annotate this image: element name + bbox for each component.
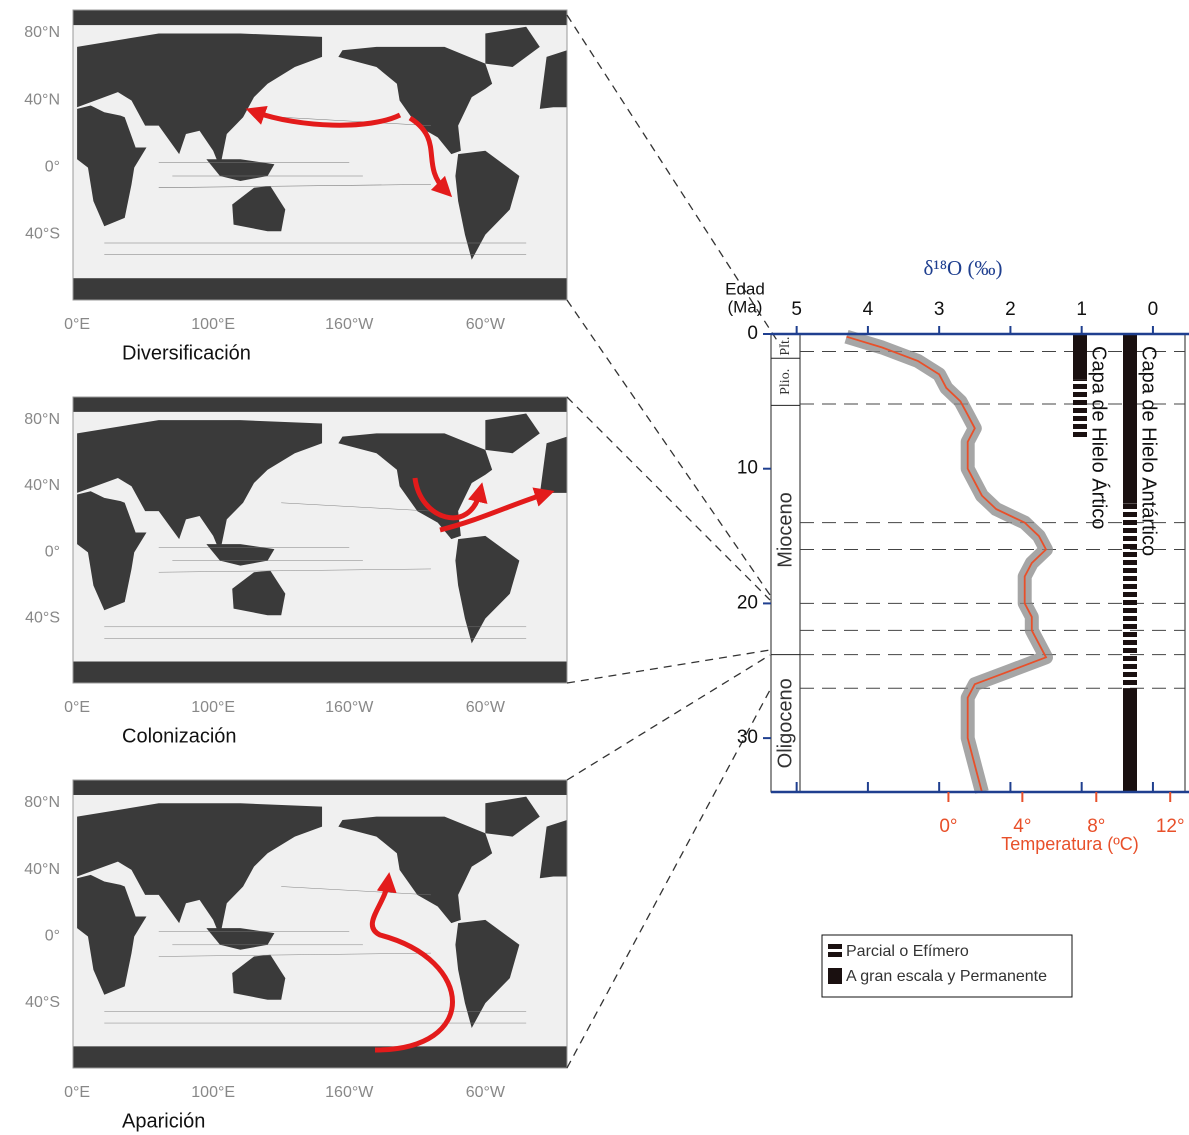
lat-label: 40°N [24, 477, 60, 494]
migration-arrows [245, 105, 555, 1053]
lat-label: 0° [45, 543, 60, 560]
lon-label: 100°E [191, 1084, 235, 1101]
x2-tick-label: 8° [1087, 816, 1105, 837]
arrow [245, 105, 402, 128]
y-tick-label: 30 [737, 727, 758, 748]
data-scatter-band [844, 329, 1053, 794]
map-frame [72, 779, 568, 1069]
lon-label: 160°W [325, 316, 374, 333]
arrow [412, 477, 488, 521]
arrow [370, 872, 455, 1053]
lon-label: 100°E [191, 699, 235, 716]
lon-label: 60°W [466, 316, 506, 333]
lat-label: 40°N [24, 91, 60, 108]
ice-label: Capa de Hielo Antártico [1138, 346, 1160, 556]
map-land [73, 780, 567, 1068]
map-caption: Colonización [122, 725, 237, 747]
epoch-label: Oligoceno [774, 678, 796, 768]
maps: 80°N 40°N 0° 40°S 0°E 100°E 160°W 60°W Diversifi… [24, 9, 568, 1132]
lat-label: 40°S [25, 226, 60, 243]
ice-permanent [1123, 334, 1137, 504]
map-caption: Diversificación [122, 342, 251, 364]
map-frame [72, 396, 568, 684]
lon-label: 60°W [466, 1084, 506, 1101]
map-land [73, 10, 567, 300]
lon-label: 100°E [191, 316, 235, 333]
x-tick-label: 2 [1005, 299, 1016, 320]
chart: Plt. Plio. Mioceno Oligoceno Capa de Hielo Á… [725, 256, 1189, 854]
legend: Parcial o Efímero A gran escala y Perman… [821, 934, 1073, 998]
data-line [846, 335, 1048, 793]
lat-label: 40°S [25, 610, 60, 627]
connectors [566, 14, 781, 1069]
ice-partial [1123, 503, 1137, 689]
x-axis-title: δ¹⁸O (‰) [924, 256, 1003, 280]
lat-label: 0° [45, 927, 60, 944]
epoch-label: Mioceno [774, 492, 796, 568]
x2-axis-title: Temperatura (ºC) [1001, 834, 1139, 854]
legend-box [821, 934, 1073, 998]
ice-label: Capa de Hielo Ártico [1088, 346, 1111, 529]
lat-label: 80°N [24, 411, 60, 428]
lat-label: 40°N [24, 861, 60, 878]
lat-label: 80°N [24, 794, 60, 811]
lon-label: 160°W [325, 699, 374, 716]
y-axis-unit: (Ma) [728, 297, 763, 316]
lon-label: 0°E [64, 316, 90, 333]
lat-label: 40°S [25, 994, 60, 1011]
ice-partial [1073, 379, 1087, 438]
x2-tick-label: 4° [1013, 816, 1031, 837]
ice-permanent [1123, 688, 1137, 792]
lon-label: 0°E [64, 699, 90, 716]
y-axis-title: Edad [725, 279, 765, 298]
epoch-label: Plio. [778, 369, 793, 395]
legend-swatch [828, 944, 842, 958]
legend-label: A gran escala y Permanente [846, 968, 1047, 985]
map-land [73, 397, 567, 683]
ice-permanent [1073, 334, 1087, 380]
x-tick-label: 5 [791, 299, 802, 320]
y-tick-label: 10 [737, 458, 758, 479]
x-tick-label: 1 [1076, 299, 1087, 320]
map: 80°N 40°N 0° 40°S 0°E 100°E 160°W 60°W Aparición [24, 779, 568, 1132]
lon-label: 0°E [64, 1084, 90, 1101]
lon-label: 160°W [325, 1084, 374, 1101]
y-tick-label: 0 [747, 323, 758, 344]
legend-swatch [828, 968, 842, 984]
x2-tick-label: 0° [939, 816, 957, 837]
lat-label: 80°N [24, 24, 60, 41]
map: 80°N 40°N 0° 40°S 0°E 100°E 160°W 60°W Diversifi… [24, 9, 568, 364]
map: 80°N 40°N 0° 40°S 0°E 100°E 160°W 60°W Colonizac… [24, 396, 568, 747]
lat-label: 0° [45, 159, 60, 176]
x-tick-label: 0 [1148, 299, 1159, 320]
plot-frame [770, 333, 1186, 793]
map-frame [72, 9, 568, 301]
map-caption: Aparición [122, 1110, 205, 1132]
x-tick-label: 4 [863, 299, 874, 320]
y-tick-label: 20 [737, 592, 758, 613]
x-tick-label: 3 [934, 299, 945, 320]
legend-label: Parcial o Efímero [846, 943, 969, 960]
arrow [408, 115, 453, 198]
epoch-label: Plt. [778, 337, 793, 356]
arrow [439, 487, 555, 533]
x2-tick-label: 12° [1156, 816, 1185, 837]
lon-label: 60°W [466, 699, 506, 716]
